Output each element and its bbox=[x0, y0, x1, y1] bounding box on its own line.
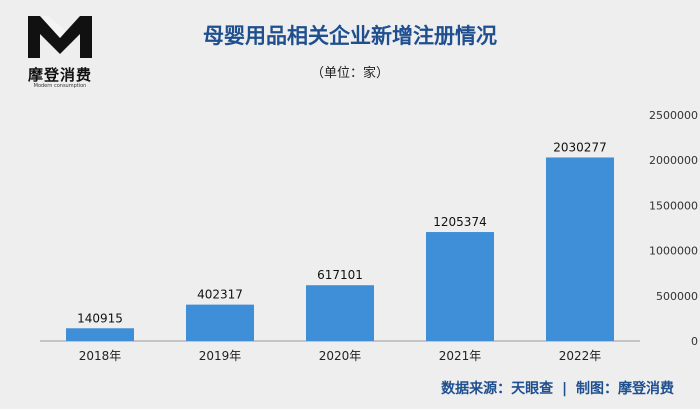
y-tick-label: 1000000 bbox=[649, 245, 698, 258]
source-separator: | bbox=[562, 381, 568, 397]
logo-subtitle: Modern consumption bbox=[33, 83, 87, 89]
x-tick-label: 2018年 bbox=[79, 349, 122, 363]
m-logo-icon bbox=[28, 16, 92, 58]
source-footer: 数据来源：天眼查 | 制图：摩登消费 bbox=[439, 378, 676, 398]
bar bbox=[66, 328, 134, 341]
logo-name: 摩登消费 bbox=[27, 66, 92, 84]
unit-label: （单位：家） bbox=[310, 66, 389, 81]
x-tick-label: 2019年 bbox=[199, 349, 242, 363]
data-label: 617101 bbox=[317, 268, 363, 282]
chart-title: 母婴用品相关企业新增注册情况 bbox=[203, 24, 497, 48]
data-label: 2030277 bbox=[553, 140, 606, 154]
bar bbox=[186, 304, 254, 341]
y-tick-label: 2500000 bbox=[649, 109, 698, 122]
made-by-text: 制图：摩登消费 bbox=[576, 381, 674, 397]
bar bbox=[546, 157, 614, 341]
x-tick-label: 2021年 bbox=[439, 349, 482, 363]
y-tick-label: 1500000 bbox=[649, 199, 698, 212]
y-tick-label: 2000000 bbox=[649, 154, 698, 167]
data-label: 1205374 bbox=[433, 215, 486, 229]
data-label: 140915 bbox=[77, 311, 123, 325]
y-tick-label: 0 bbox=[691, 335, 698, 348]
bar bbox=[426, 232, 494, 341]
brand-logo: 摩登消费 Modern consumption bbox=[20, 14, 100, 89]
x-tick-label: 2022年 bbox=[559, 349, 602, 363]
data-label: 402317 bbox=[197, 288, 243, 302]
bar bbox=[306, 285, 374, 341]
y-tick-label: 500000 bbox=[656, 290, 698, 303]
data-source-text: 数据来源：天眼查 bbox=[441, 381, 554, 397]
x-tick-label: 2020年 bbox=[319, 349, 362, 363]
